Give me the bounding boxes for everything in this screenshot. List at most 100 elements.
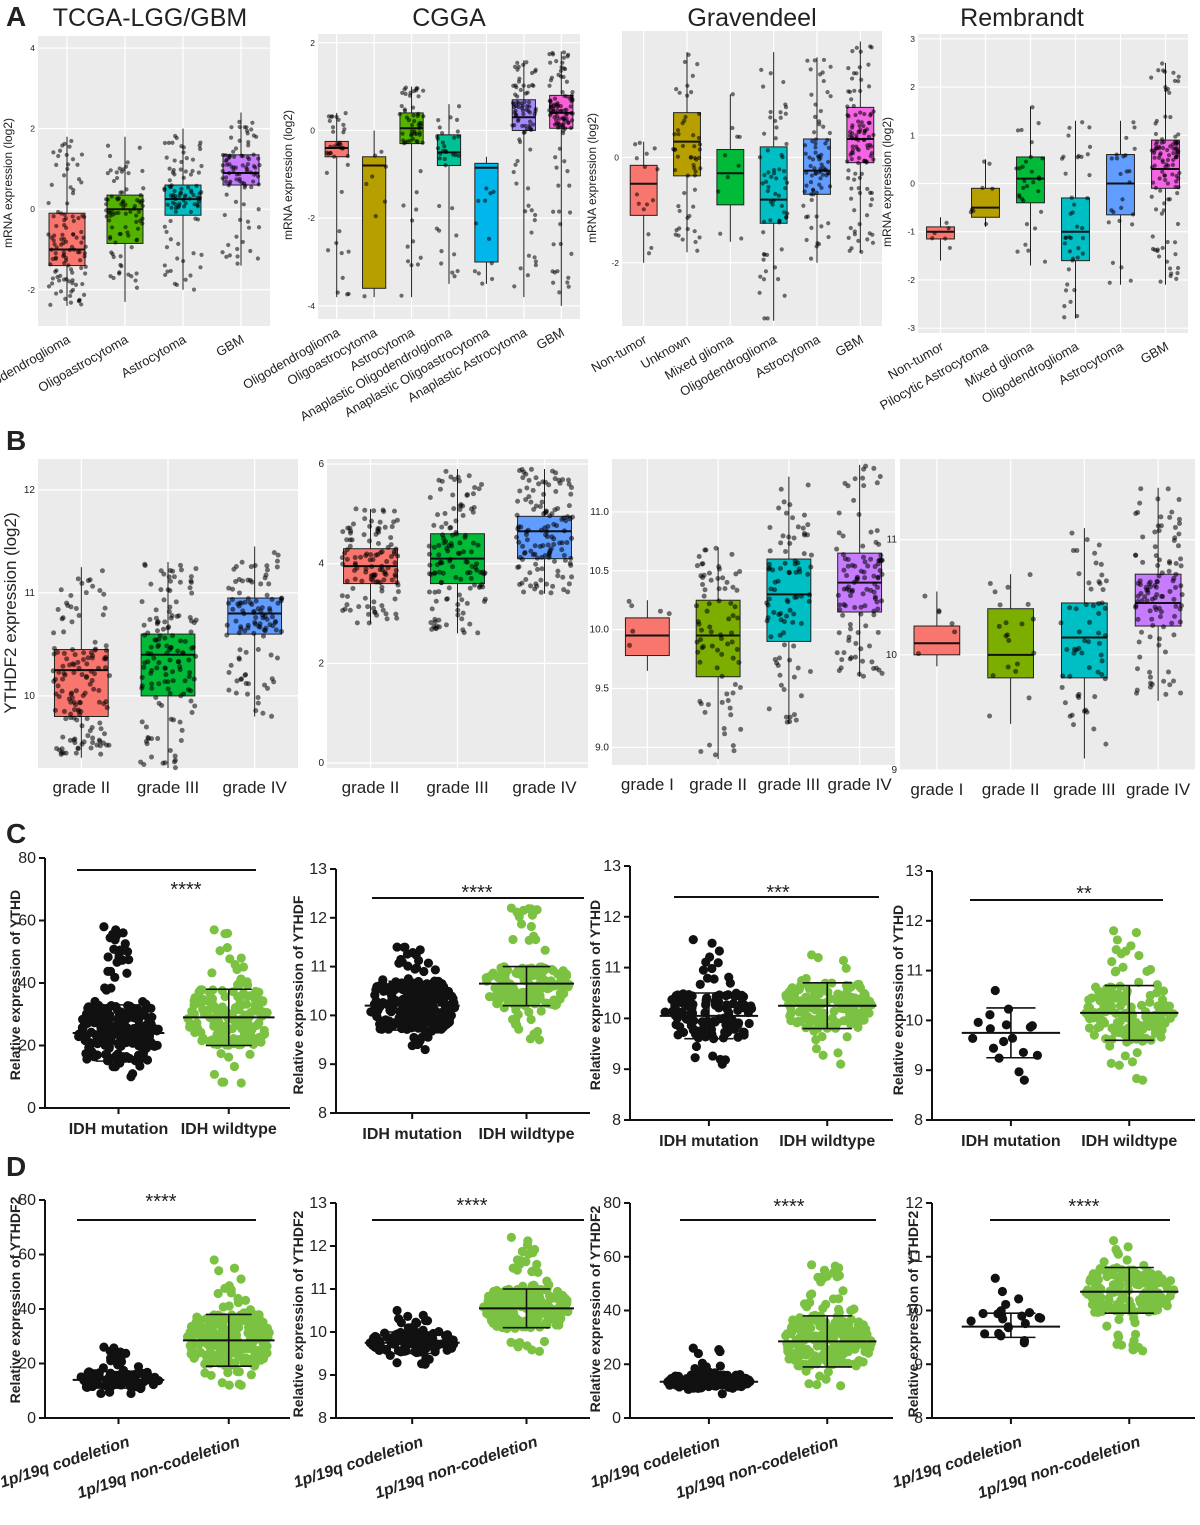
data-point — [61, 173, 67, 178]
data-point — [1149, 194, 1154, 199]
y-axis-label: mRNA expression (log2) — [281, 110, 295, 240]
data-point — [858, 49, 863, 54]
data-point — [1015, 249, 1020, 254]
data-point — [1100, 587, 1106, 593]
y-tick-label: 2 — [310, 38, 315, 48]
data-point — [162, 140, 168, 146]
data-point — [437, 992, 447, 1002]
data-point — [245, 219, 251, 224]
group-1 — [479, 1232, 574, 1356]
data-point — [155, 619, 161, 625]
data-point — [517, 1246, 527, 1257]
data-point — [552, 270, 557, 275]
data-point — [1173, 134, 1178, 139]
data-point — [63, 296, 68, 301]
data-point — [353, 506, 359, 512]
data-point — [181, 175, 186, 180]
box-0 — [624, 598, 672, 671]
data-point — [846, 89, 851, 94]
data-point — [990, 985, 1000, 996]
data-point — [720, 1027, 730, 1037]
group-0 — [659, 935, 759, 1069]
data-point — [410, 105, 416, 110]
data-point — [417, 130, 422, 135]
data-point — [538, 589, 544, 595]
data-point — [198, 146, 203, 152]
data-point — [1134, 950, 1144, 961]
data-point — [432, 570, 438, 576]
y-tick-label: 9.5 — [595, 684, 609, 695]
data-point — [131, 206, 137, 211]
data-point — [51, 150, 56, 155]
y-tick-label: 11 — [887, 535, 898, 546]
data-point — [768, 586, 774, 592]
data-point — [730, 613, 736, 619]
data-point — [722, 153, 728, 158]
data-point — [565, 111, 570, 116]
data-point — [91, 1008, 101, 1018]
data-point — [761, 84, 766, 89]
box-body — [673, 112, 701, 177]
data-point — [813, 170, 818, 176]
data-point — [224, 192, 229, 197]
data-point — [226, 1285, 236, 1295]
data-point — [162, 635, 168, 641]
data-point — [258, 608, 264, 614]
data-point — [489, 261, 494, 266]
data-point — [1062, 304, 1067, 309]
data-point — [1173, 571, 1179, 577]
data-point — [101, 656, 107, 662]
data-point — [813, 150, 818, 155]
data-point — [514, 181, 519, 186]
data-point — [506, 903, 516, 913]
data-point — [346, 291, 351, 296]
data-point — [519, 556, 525, 562]
data-point — [1174, 179, 1179, 184]
data-point — [692, 229, 697, 234]
data-point — [553, 1287, 563, 1297]
data-point — [802, 143, 808, 148]
data-point — [862, 128, 868, 133]
y-tick-label: 80 — [18, 1192, 36, 1209]
data-point — [1067, 605, 1073, 611]
data-point — [805, 522, 811, 528]
data-point — [451, 152, 456, 157]
data-point — [53, 269, 58, 274]
data-point — [79, 741, 85, 747]
data-point — [459, 616, 465, 622]
data-point — [337, 229, 342, 234]
data-point — [233, 618, 239, 624]
data-point — [46, 200, 51, 206]
data-point — [181, 204, 187, 209]
data-point — [450, 532, 456, 538]
data-point — [801, 551, 807, 557]
data-point — [810, 139, 815, 144]
data-point — [233, 1315, 243, 1325]
data-point — [1133, 510, 1139, 516]
data-point — [92, 639, 98, 645]
data-point — [1099, 672, 1105, 678]
data-point — [813, 145, 818, 150]
data-point — [519, 580, 525, 586]
data-point — [842, 603, 848, 609]
data-point — [438, 580, 444, 586]
data-point — [379, 584, 385, 590]
data-point — [148, 644, 154, 650]
y-axis-label: Relative expression of YTHD — [587, 900, 603, 1090]
data-point — [330, 114, 335, 119]
data-point — [83, 271, 88, 276]
y-tick-label: 4 — [318, 559, 324, 570]
data-point — [115, 1027, 125, 1037]
data-point — [713, 958, 723, 968]
data-point — [996, 623, 1002, 629]
data-point — [1131, 120, 1136, 125]
data-point — [238, 676, 244, 682]
data-point — [556, 121, 561, 126]
data-point — [1090, 982, 1101, 992]
data-point — [339, 250, 344, 256]
data-point — [867, 643, 873, 649]
y-tick-label: 12 — [24, 485, 36, 496]
data-point — [220, 176, 225, 181]
data-point — [702, 709, 708, 715]
data-point — [499, 989, 509, 999]
